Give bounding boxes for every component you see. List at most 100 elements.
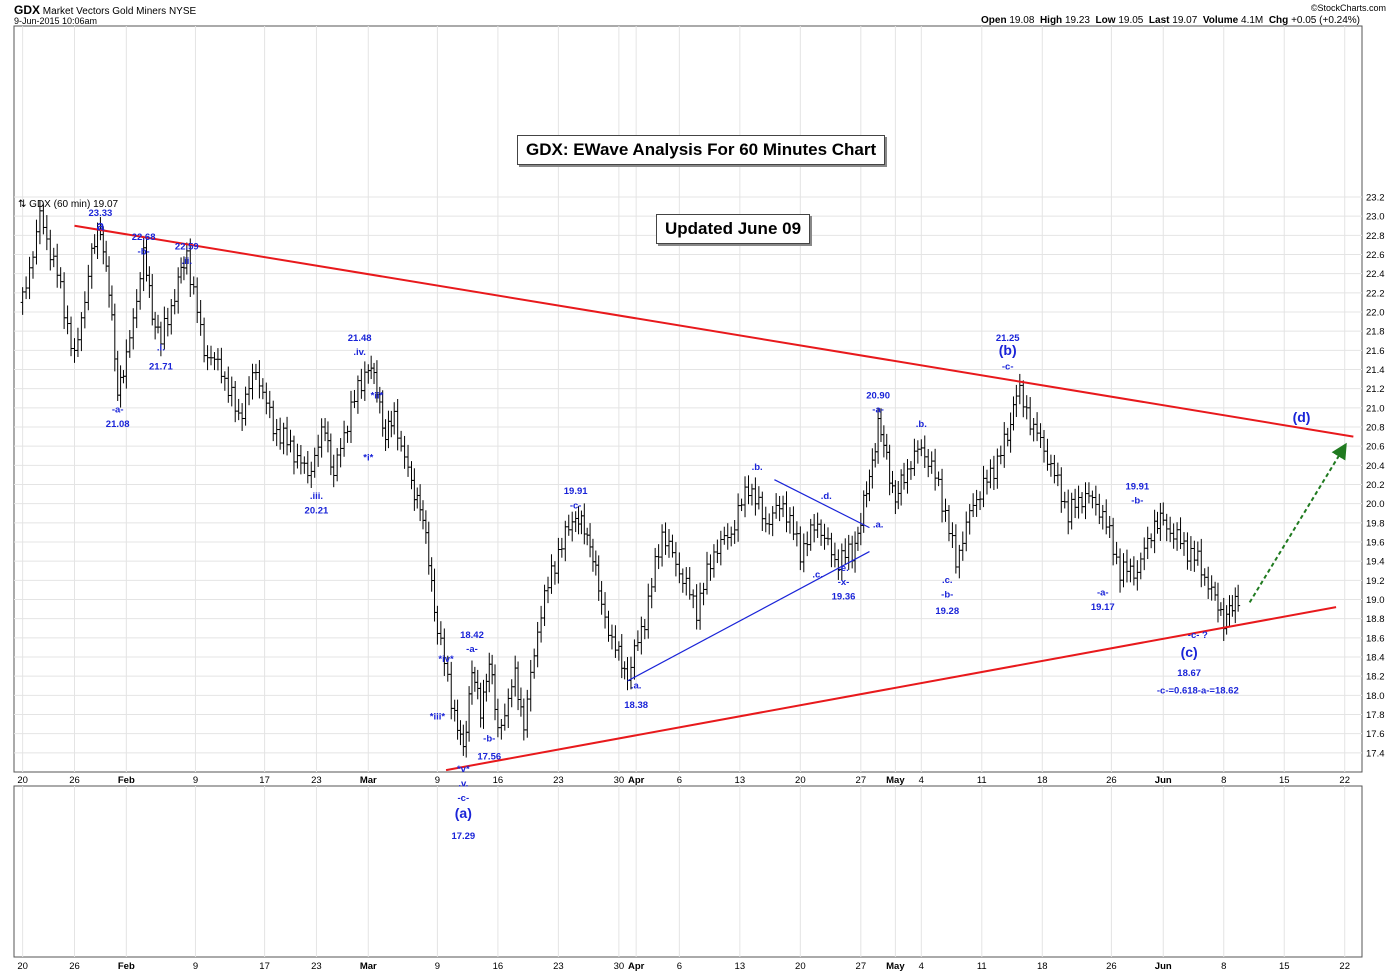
y-tick-label: 19.8 — [1366, 518, 1385, 529]
y-tick-label: 21.6 — [1366, 346, 1385, 357]
high-value: 19.23 — [1064, 15, 1090, 26]
wave-label: -c- — [1002, 362, 1014, 373]
x-tick-label-lower: 26 — [1106, 961, 1117, 972]
wave-label: 21.48 — [348, 333, 372, 344]
x-tick-label: 16 — [493, 775, 504, 786]
exchange-label: NYSE — [168, 6, 197, 17]
wave-label: 20.21 — [305, 505, 329, 516]
x-tick-label-lower: Jun — [1155, 961, 1172, 972]
y-tick-label: 19.6 — [1366, 538, 1385, 549]
y-tick-label: 22.2 — [1366, 288, 1385, 299]
y-tick-label: 23.2 — [1366, 193, 1385, 204]
series-legend: ⇅ GDX (60 min) 19.07 — [18, 199, 118, 210]
x-tick-label-lower: Mar — [360, 961, 377, 972]
x-tick-label-lower: 6 — [677, 961, 682, 972]
open-label: Open — [981, 15, 1007, 26]
wave-label: 19.91 — [564, 486, 588, 497]
wave-label: .e. — [838, 563, 849, 574]
wave-label: *i* — [363, 453, 373, 464]
x-tick-label-lower: 23 — [311, 961, 322, 972]
wave-label: .a. — [873, 520, 884, 531]
x-tick-label-lower: 30 — [614, 961, 625, 972]
wave-label: 19.36 — [832, 592, 856, 603]
wave-label: (c) — [1181, 644, 1198, 660]
x-tick-label: 17 — [259, 775, 270, 786]
trendline-2 — [445, 606, 1337, 772]
wave-label: -a- — [112, 405, 124, 416]
stockcharts-credit: ©StockCharts.com — [1310, 3, 1386, 13]
trendline-1 — [74, 224, 1354, 438]
wave-label: .c. — [812, 569, 823, 580]
x-tick-label: 22 — [1339, 775, 1350, 786]
y-tick-label: 18.4 — [1366, 653, 1385, 664]
x-tick-label-lower: 8 — [1221, 961, 1226, 972]
y-tick-label: 20.8 — [1366, 423, 1385, 434]
wave-label: 17.29 — [451, 831, 475, 842]
x-tick-label-lower: 22 — [1339, 961, 1350, 972]
y-tick-label: 17.8 — [1366, 710, 1385, 721]
volume-value: 4.1M — [1241, 15, 1264, 26]
header-symbol-line: GDX Market Vectors Gold Miners NYSE — [14, 3, 196, 17]
trendline-4 — [774, 479, 870, 529]
y-tick-label: 22.0 — [1366, 308, 1385, 319]
wave-label: -b- — [483, 733, 495, 744]
x-tick-label: 8 — [1221, 775, 1226, 786]
x-tick-label: 27 — [856, 775, 867, 786]
y-tick-label: 20.6 — [1366, 442, 1385, 453]
y-tick-label: 18.0 — [1366, 691, 1385, 702]
x-tick-label-lower: 20 — [795, 961, 806, 972]
x-tick-label: Mar — [360, 775, 377, 786]
chart-main-title: GDX: EWave Analysis For 60 Minutes Chart — [517, 135, 886, 165]
symbol-label: GDX — [14, 3, 41, 17]
y-tick-label: 22.8 — [1366, 231, 1385, 242]
ohlc-bar — [1236, 584, 1241, 612]
x-tick-label-lower: 20 — [17, 961, 28, 972]
wave-label: .b. — [916, 419, 927, 430]
wave-label: 21.08 — [106, 419, 130, 430]
x-tick-label-lower: Apr — [628, 961, 645, 972]
x-tick-label: 23 — [311, 775, 322, 786]
y-tick-label: 18.6 — [1366, 633, 1385, 644]
last-label: Last — [1148, 15, 1170, 26]
wave-label: .ii. — [182, 256, 193, 267]
wave-label: 19.28 — [935, 606, 959, 617]
x-tick-label-lower: 16 — [493, 961, 504, 972]
wave-label: a — [97, 218, 105, 234]
wave-label: *iv* — [438, 654, 454, 665]
y-tick-label: 19.4 — [1366, 557, 1385, 568]
wave-label: .d. — [821, 491, 832, 502]
x-tick-label: 11 — [977, 775, 987, 786]
series-legend-label: GDX (60 min) 19.07 — [29, 199, 119, 210]
x-tick-label: 4 — [919, 775, 924, 786]
x-tick-label-lower: 13 — [735, 961, 746, 972]
wave-label: 19.17 — [1091, 602, 1115, 613]
wave-label: 23.33 — [89, 208, 113, 219]
wave-label: 18.42 — [460, 630, 484, 641]
x-tick-label: Apr — [628, 775, 645, 786]
y-tick-label: 22.4 — [1366, 269, 1385, 280]
low-label: Low — [1095, 15, 1116, 26]
wave-label: -a- — [1097, 588, 1109, 599]
low-value: 19.05 — [1118, 15, 1144, 26]
wave-label: .v. — [458, 778, 468, 789]
y-tick-label: 19.2 — [1366, 576, 1385, 587]
y-tick-label: 18.2 — [1366, 672, 1385, 683]
wave-label: *ii* — [371, 390, 384, 401]
y-tick-label: 17.4 — [1366, 748, 1385, 759]
wave-label: .b. — [752, 462, 763, 473]
wave-label: (a) — [455, 805, 472, 821]
chg-value: +0.05 (+0.24%) — [1291, 15, 1360, 26]
wave-label: -b- — [1131, 496, 1143, 507]
y-tick-label: 20.2 — [1366, 480, 1385, 491]
last-value: 19.07 — [1172, 15, 1198, 26]
y-tick-label: 20.4 — [1366, 461, 1385, 472]
y-tick-label: 21.8 — [1366, 327, 1385, 338]
x-tick-label: 9 — [193, 775, 198, 786]
y-tick-label: 21.2 — [1366, 384, 1385, 395]
wave-label: *v* — [457, 764, 470, 775]
x-tick-label: 9 — [435, 775, 440, 786]
security-name: Market Vectors Gold Miners — [42, 6, 167, 17]
wave-label: 18.67 — [1177, 668, 1201, 679]
x-tick-label: 26 — [69, 775, 80, 786]
